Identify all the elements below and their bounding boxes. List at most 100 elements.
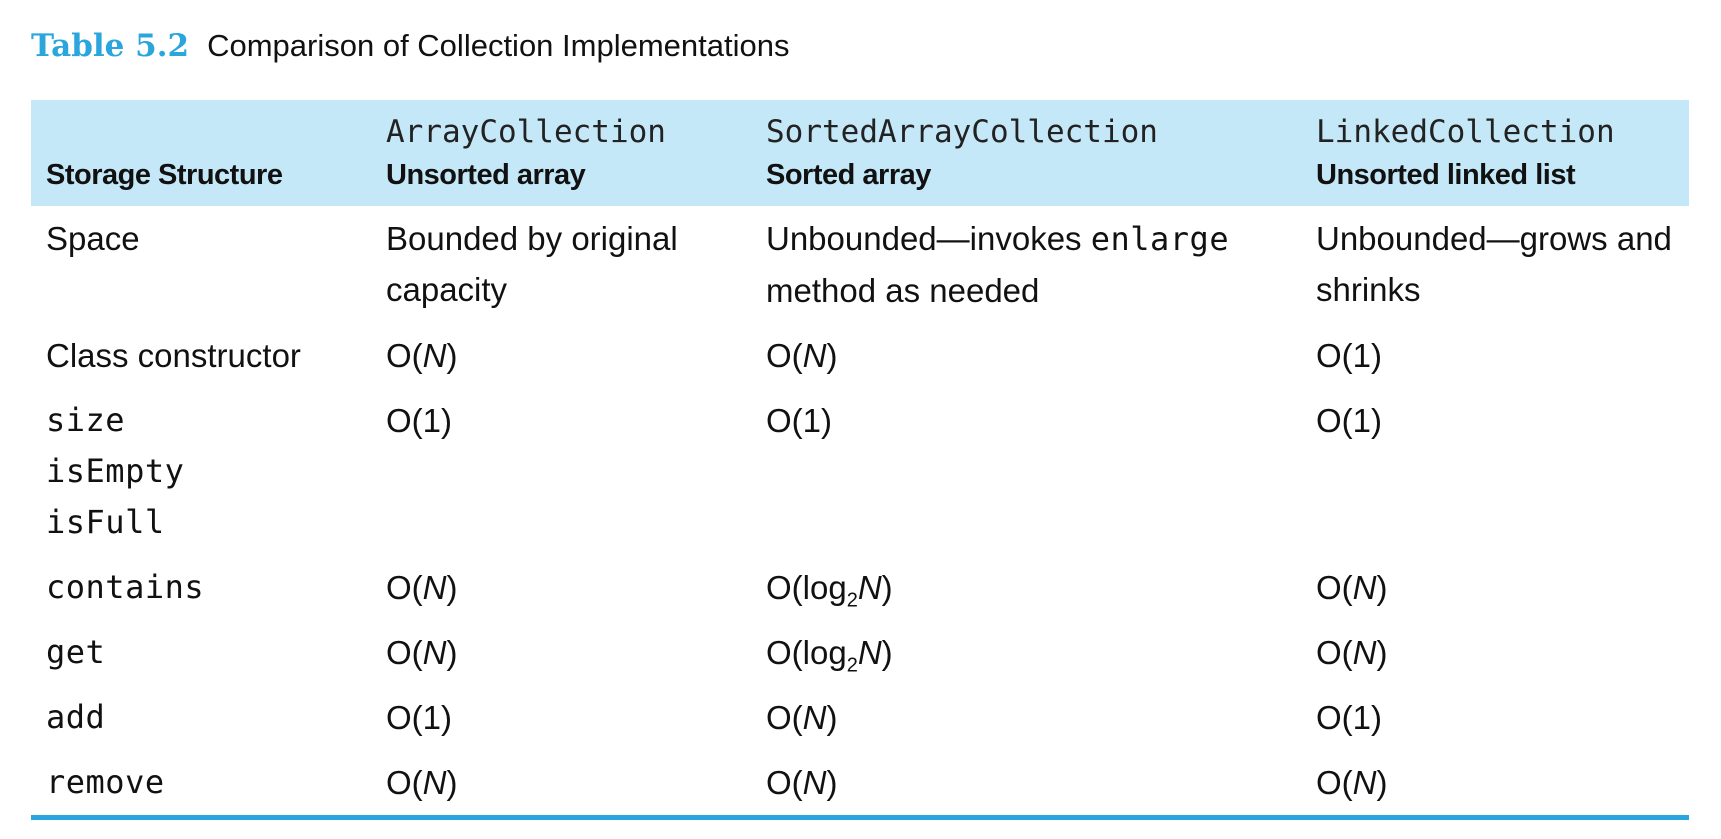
- cell-text: 2: [846, 589, 858, 612]
- cell-text: ): [1376, 764, 1388, 801]
- cell-text: ): [826, 764, 838, 801]
- cell-text: O(: [766, 699, 803, 736]
- complexity-cell: O(N): [371, 620, 751, 685]
- cell-text: N: [422, 634, 447, 671]
- cell-text: N: [422, 569, 447, 606]
- cell-text: O(1): [766, 402, 832, 439]
- cell-text: O(: [386, 634, 423, 671]
- complexity-cell: O(1): [1301, 685, 1689, 750]
- header-impl-name: SortedArrayCollection: [766, 114, 1158, 150]
- operation-name: contains: [46, 568, 205, 606]
- cell-text: N: [422, 764, 447, 801]
- complexity-cell: O(N): [371, 750, 751, 815]
- table-body: Space Bounded by original capacity Unbound…: [31, 206, 1689, 815]
- cell-text: ): [1376, 634, 1388, 671]
- operation-name: get: [46, 633, 106, 671]
- operation-cell: Space: [31, 206, 371, 323]
- operation-name: add: [46, 698, 106, 736]
- cell-text: O(: [386, 337, 423, 374]
- cell-text: ): [446, 634, 458, 671]
- cell-text: O(: [766, 764, 803, 801]
- cell-text: O(log: [766, 569, 847, 606]
- operation-name: size: [46, 401, 126, 439]
- cell-text: N: [422, 337, 447, 374]
- table-row: Class constructor O(N) O(N) O(1): [31, 323, 1689, 388]
- operation-cell: size isEmpty isFull: [31, 388, 371, 555]
- complexity-cell: Bounded by original capacity: [371, 206, 751, 323]
- cell-text: ): [446, 569, 458, 606]
- cell-text: N: [802, 699, 827, 736]
- cell-text: O(1): [1316, 699, 1382, 736]
- table-bottom-rule: [31, 815, 1689, 820]
- complexity-cell: O(log2N): [751, 555, 1301, 620]
- operation-cell: Class constructor: [31, 323, 371, 388]
- cell-text: O(: [386, 764, 423, 801]
- complexity-cell: Unbounded—invokes enlarge method as need…: [751, 206, 1301, 323]
- complexity-cell: O(N): [1301, 750, 1689, 815]
- cell-text: O(1): [386, 699, 452, 736]
- header-impl-name: ArrayCollection: [386, 114, 666, 150]
- comparison-table: Storage Structure ArrayCollection Unsort…: [31, 100, 1689, 815]
- header-structure: Unsorted linked list: [1316, 159, 1576, 191]
- table-row: add O(1) O(N) O(1): [31, 685, 1689, 750]
- header-col-linked: LinkedCollection Unsorted linked list: [1301, 100, 1689, 206]
- operation-cell: get: [31, 620, 371, 685]
- cell-text: ): [826, 699, 838, 736]
- complexity-cell: O(N): [371, 323, 751, 388]
- method-name: enlarge: [1090, 220, 1230, 258]
- cell-text: O(: [1316, 569, 1353, 606]
- cell-text: ): [1376, 569, 1388, 606]
- header-row-label-cell: Storage Structure: [31, 100, 371, 206]
- table-title: Comparison of Collection Implementations: [207, 28, 790, 63]
- complexity-cell: O(N): [751, 685, 1301, 750]
- table-row: Space Bounded by original capacity Unbound…: [31, 206, 1689, 323]
- cell-text: O(: [1316, 764, 1353, 801]
- cell-text: ): [826, 337, 838, 374]
- cell-text: O(: [1316, 634, 1353, 671]
- operation-name: isFull: [46, 503, 165, 541]
- complexity-cell: O(log2N): [751, 620, 1301, 685]
- cell-text: N: [857, 634, 882, 671]
- complexity-cell: O(N): [1301, 620, 1689, 685]
- table-header-row: Storage Structure ArrayCollection Unsort…: [31, 100, 1689, 206]
- complexity-cell: O(1): [1301, 323, 1689, 388]
- table-row: remove O(N) O(N) O(N): [31, 750, 1689, 815]
- complexity-cell: O(N): [1301, 555, 1689, 620]
- cell-text: method as needed: [766, 272, 1040, 309]
- cell-text: N: [802, 337, 827, 374]
- operation-cell: add: [31, 685, 371, 750]
- cell-text: O(1): [386, 402, 452, 439]
- cell-text: Bounded by original capacity: [386, 220, 678, 308]
- cell-text: N: [1352, 764, 1377, 801]
- cell-text: O(1): [1316, 402, 1382, 439]
- table-row: contains O(N) O(log2N) O(N): [31, 555, 1689, 620]
- complexity-cell: Unbounded—grows and shrinks: [1301, 206, 1689, 323]
- cell-text: Unbounded—grows and shrinks: [1316, 220, 1672, 308]
- cell-text: N: [857, 569, 882, 606]
- complexity-cell: O(1): [371, 685, 751, 750]
- operation-name: Space: [46, 220, 140, 257]
- cell-text: ): [881, 634, 893, 671]
- header-structure: Sorted array: [766, 159, 931, 191]
- cell-text: ): [881, 569, 893, 606]
- operation-cell: contains: [31, 555, 371, 620]
- table-caption: Table 5.2 Comparison of Collection Imple…: [31, 28, 789, 76]
- cell-text: N: [1352, 569, 1377, 606]
- complexity-cell: O(N): [371, 555, 751, 620]
- cell-text: ): [446, 764, 458, 801]
- operation-name: Class constructor: [46, 337, 301, 374]
- cell-text: ): [446, 337, 458, 374]
- operation-name: isEmpty: [46, 452, 185, 490]
- cell-text: N: [1352, 634, 1377, 671]
- operation-cell: remove: [31, 750, 371, 815]
- operation-name: remove: [46, 763, 165, 801]
- complexity-cell: O(N): [751, 750, 1301, 815]
- cell-text: Unbounded—invokes: [766, 220, 1091, 257]
- header-col-sorted-array: SortedArrayCollection Sorted array: [751, 100, 1301, 206]
- cell-text: 2: [846, 654, 858, 677]
- complexity-cell: O(N): [751, 323, 1301, 388]
- table-number: Table 5.2: [31, 28, 190, 64]
- header-impl-name: LinkedCollection: [1316, 114, 1615, 150]
- cell-text: O(: [766, 337, 803, 374]
- cell-text: O(log: [766, 634, 847, 671]
